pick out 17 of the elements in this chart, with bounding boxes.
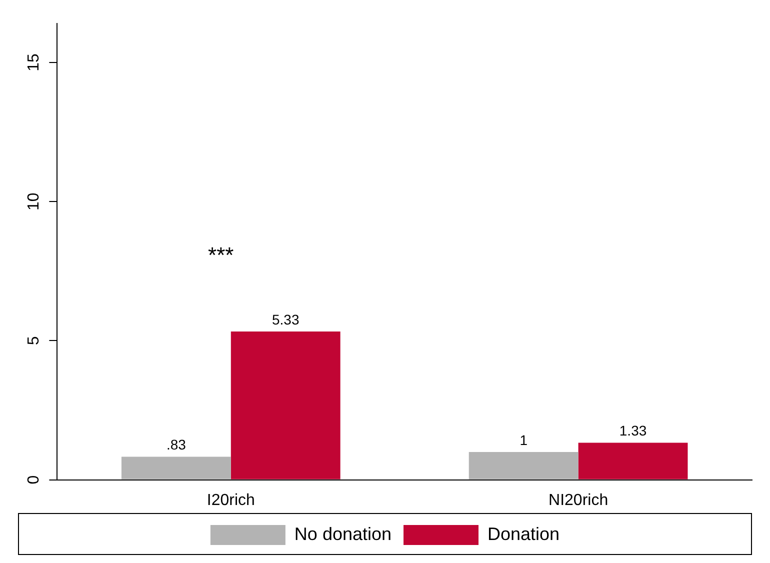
y-tick-label: 10 <box>26 192 43 211</box>
y-tick-label: 5 <box>26 336 43 346</box>
legend-label: Donation <box>488 524 560 544</box>
x-tick-label: NI20rich <box>548 492 608 509</box>
bar <box>468 452 578 480</box>
y-tick-label: 15 <box>26 54 43 72</box>
legend-label: No donation <box>294 524 392 544</box>
data-label: .83 <box>166 436 186 453</box>
y-tick-label: 0 <box>26 475 43 484</box>
data-label: 5.33 <box>272 311 300 328</box>
annotation: *** <box>208 242 234 268</box>
data-label: 1 <box>520 432 528 448</box>
bar <box>121 456 231 480</box>
data-label: 1.33 <box>619 422 647 439</box>
bar <box>230 332 340 480</box>
bar <box>578 442 688 480</box>
x-tick-label: I20rich <box>206 492 255 509</box>
